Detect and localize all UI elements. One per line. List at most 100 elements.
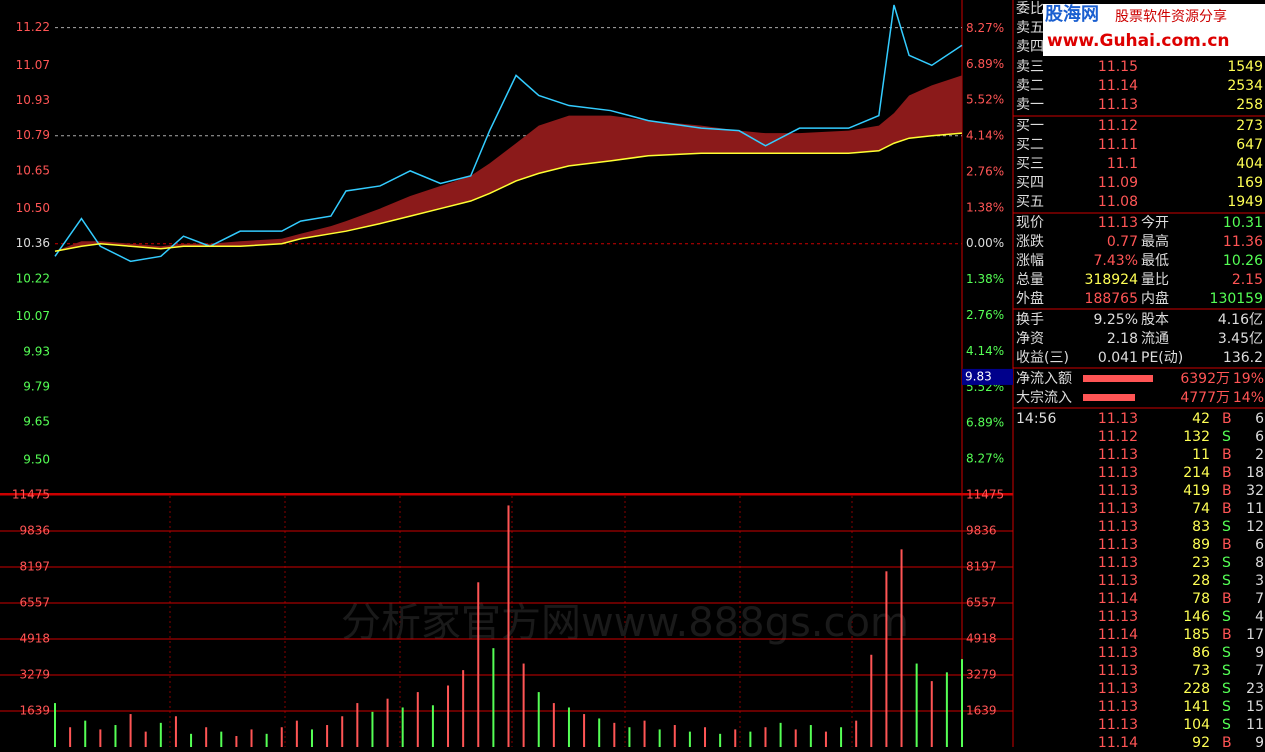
tick-count: 3 [1255,573,1264,589]
volume-bar [416,692,419,747]
tick-volume: 104 [1183,717,1210,733]
tick-count: 32 [1246,483,1264,499]
y-tick-label: 10.93 [16,93,50,107]
stat-label: 流通 [1141,331,1169,347]
tick-side: S [1222,681,1231,697]
volume-bar [628,727,631,747]
tick-price: 11.13 [1097,483,1138,499]
volume-bar [900,549,903,747]
volume-bar [205,727,208,747]
y-tick-label: 10.36 [16,236,50,250]
tick-side: S [1222,699,1231,715]
stat-label: 今开 [1141,215,1169,231]
volume-bar [99,729,102,747]
tick-price: 11.13 [1097,717,1138,733]
y2-tick-label: 11475 [966,488,1004,502]
volume-bar [749,731,752,747]
volume-bar [84,720,87,747]
cursor-box [962,368,1013,385]
time-dividers [169,496,853,747]
y-tick-label: 1639 [19,704,50,718]
tick-count: 7 [1255,663,1264,679]
tick-count: 2 [1255,447,1264,463]
tick-price: 11.14 [1097,627,1138,643]
stat-label: 涨跌 [1016,234,1044,250]
volume-bar [310,729,313,747]
volume-bar [537,692,540,747]
volume-bar [809,725,812,747]
y-tick-label: 9.65 [23,415,50,429]
volume-bar [643,720,646,747]
book-volume: 647 [1236,137,1263,153]
y2-tick-label: 8.27% [966,452,1004,466]
tick-side: S [1222,429,1231,445]
tick-price: 11.13 [1097,555,1138,571]
y2-tick-label: 6557 [966,596,997,610]
flow-label: 大宗流入 [1016,390,1072,406]
tick-volume: 214 [1183,465,1210,481]
tick-count: 7 [1255,591,1264,607]
tick-count: 6 [1255,411,1264,427]
book-label: 委比 [1016,1,1044,17]
tick-price: 11.13 [1097,645,1138,661]
tick-side: B [1222,483,1232,499]
stat-value: 10.26 [1222,253,1263,269]
tick-price: 11.13 [1097,465,1138,481]
volume-bar [295,720,298,747]
volume-bar [220,731,223,747]
book-price: 11.12 [1097,118,1138,134]
tick-price: 11.13 [1097,411,1138,427]
volume-bar [447,685,450,747]
book-label: 买一 [1016,118,1044,134]
volume-bar [431,705,434,747]
stat-value: 2.15 [1231,272,1263,288]
y2-tick-label: 3279 [966,667,997,681]
tick-price: 11.14 [1097,591,1138,607]
y-tick-label: 10.07 [16,309,50,323]
book-label: 卖一 [1016,97,1044,113]
tick-price: 11.13 [1097,447,1138,463]
tick-volume: 28 [1192,573,1210,589]
tick-side: S [1222,555,1231,571]
stat-value: 4.16亿 [1217,312,1263,328]
y-tick-label: 6557 [19,596,50,610]
tick-side: B [1222,627,1232,643]
book-label: 买四 [1016,175,1044,191]
tick-side: B [1222,501,1232,517]
tick-price: 11.13 [1097,699,1138,715]
stat-label: 最低 [1141,253,1169,269]
logo-slogan: 股票软件资源分享 [1115,9,1227,25]
tick-side: B [1222,447,1232,463]
y-tick-label: 10.79 [16,128,50,142]
tick-price: 11.13 [1097,501,1138,517]
cursor-label: 9.83 [965,369,992,383]
tick-volume: 23 [1192,555,1210,571]
tick-volume: 185 [1183,627,1210,643]
tick-volume: 86 [1192,645,1210,661]
stat-label: 量比 [1141,272,1169,288]
tick-volume: 78 [1192,591,1210,607]
volume-bar [885,571,888,747]
volume-bar [144,731,147,747]
volume-bar [507,505,510,747]
book-volume: 258 [1236,97,1263,113]
tick-price: 11.13 [1097,519,1138,535]
stat-label: 最高 [1141,234,1169,250]
y2-tick-label: 4.14% [966,344,1004,358]
tick-volume: 132 [1183,429,1210,445]
stat-value: 0.77 [1106,234,1138,250]
y-tick-label: 9.79 [23,379,50,393]
volume-bar [613,722,616,747]
tick-volume: 92 [1192,735,1210,751]
tick-count: 6 [1255,429,1264,445]
volume-bar [265,733,268,747]
volume-bar [567,707,570,747]
y2-tick-label: 4918 [966,631,997,645]
tick-count: 11 [1246,501,1264,517]
volume-bar [401,707,404,747]
tick-price: 11.13 [1097,537,1138,553]
volume-bar [704,727,707,747]
volume-bar [250,729,253,747]
book-price: 11.13 [1097,97,1138,113]
